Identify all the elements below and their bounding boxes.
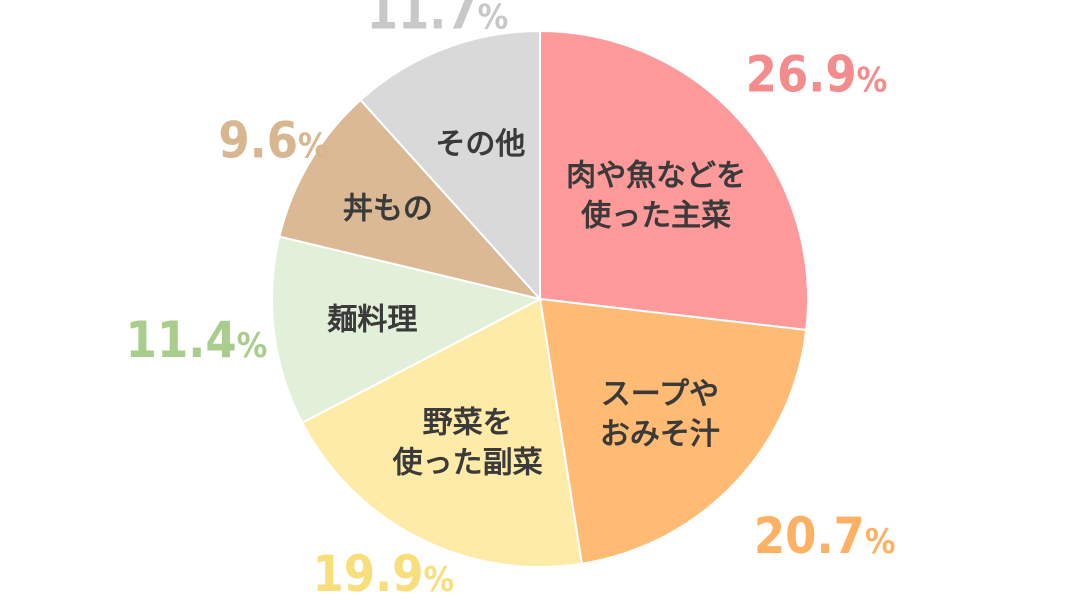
slice-label-line: その他 <box>435 127 525 162</box>
slice-label-line: 使った副菜 <box>392 446 543 481</box>
percentage-unit: % <box>865 522 896 562</box>
percentage-unit: % <box>237 326 268 366</box>
pie-slice <box>538 297 808 565</box>
percentage-value: 20.7 <box>754 507 865 565</box>
slice-label-line: 肉や魚などを <box>566 159 746 194</box>
percentage-label: 9.6% <box>218 112 328 170</box>
pie-slice <box>359 29 541 302</box>
percentage-unit: % <box>423 560 454 600</box>
percentage-value: 26.9 <box>746 45 857 103</box>
slice-label: スープやおみそ汁 <box>600 377 720 452</box>
percentage-label: 11.4% <box>126 311 268 369</box>
pie-slice <box>300 297 583 568</box>
pie-slice <box>278 98 543 301</box>
percentage-labels-layer: 26.9%20.7%19.9%11.4%9.6%11.7% <box>126 0 896 600</box>
percentage-value: 9.6 <box>218 112 298 170</box>
slice-label-line: 野菜を <box>423 406 513 441</box>
slice-label: 麺料理 <box>326 303 417 338</box>
slice-label: その他 <box>435 127 525 162</box>
slice-label: 野菜を使った副菜 <box>392 406 543 481</box>
slice-label-line: 使った主菜 <box>580 199 731 234</box>
percentage-label: 26.9% <box>746 45 888 103</box>
percentage-label: 11.7% <box>367 0 509 41</box>
percentage-unit: % <box>298 127 329 167</box>
percentage-label: 19.9% <box>312 545 454 600</box>
slice-label: 肉や魚などを使った主菜 <box>566 159 746 234</box>
percentage-value: 19.9 <box>312 545 423 600</box>
slice-label-line: おみそ汁 <box>600 417 720 452</box>
slice-label: 丼もの <box>343 192 433 227</box>
percentage-value: 11.7 <box>367 0 478 41</box>
slice-label-line: 麺料理 <box>326 303 417 338</box>
slice-label-line: スープや <box>601 377 719 412</box>
pie-slice <box>539 29 809 332</box>
percentage-value: 11.4 <box>126 311 237 369</box>
percentage-label: 20.7% <box>754 507 896 565</box>
slices-layer <box>271 29 809 568</box>
percentage-unit: % <box>478 0 509 38</box>
slice-label-line: 丼もの <box>343 192 433 227</box>
percentage-unit: % <box>857 60 888 100</box>
